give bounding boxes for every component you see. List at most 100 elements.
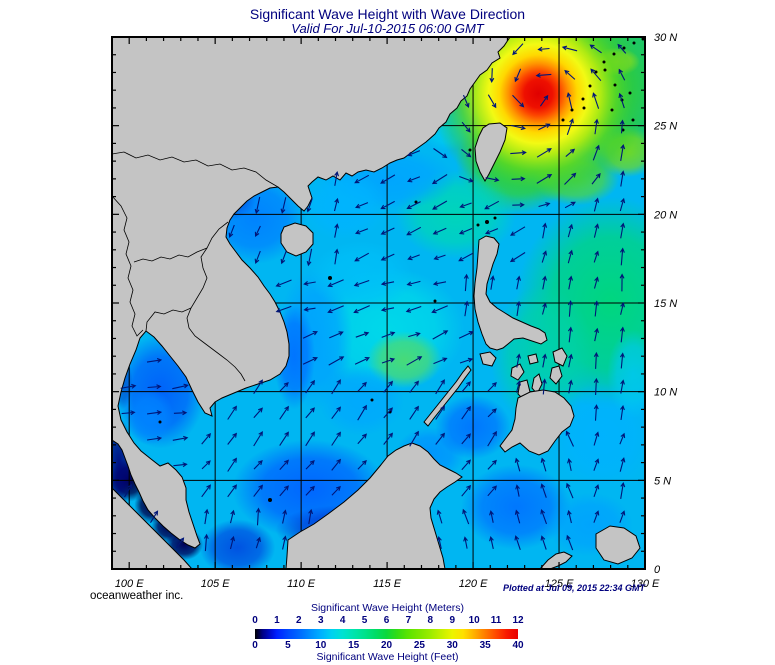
wave-direction-arrow	[593, 276, 599, 289]
wave-direction-arrow	[436, 509, 443, 524]
wave-direction-arrow	[176, 537, 185, 549]
colorbar-meters-tick: 7	[405, 615, 412, 626]
wave-direction-arrow	[354, 252, 370, 262]
wave-direction-arrow	[567, 300, 573, 317]
wave-direction-arrow	[487, 381, 497, 392]
wave-direction-arrow	[514, 457, 521, 472]
wave-height-region	[309, 240, 413, 312]
wave-direction-arrow	[432, 227, 447, 235]
wave-direction-arrow	[433, 357, 448, 365]
wave-direction-arrow	[567, 326, 573, 343]
islet-dot	[588, 84, 592, 88]
x-axis-label: 120 E	[459, 578, 488, 590]
wave-direction-arrow	[566, 534, 574, 551]
wave-direction-arrow	[305, 407, 315, 419]
wave-direction-arrow	[511, 176, 526, 182]
land-sumatra	[112, 487, 193, 569]
wave-direction-arrow	[462, 508, 470, 525]
wave-direction-arrow	[435, 432, 446, 445]
colorbar-feet-tick: 30	[446, 640, 458, 651]
wave-direction-arrow	[484, 200, 500, 210]
wave-direction-arrow	[487, 459, 497, 470]
credit-text: oceanweather inc.	[90, 590, 184, 602]
wave-direction-arrow	[591, 172, 601, 185]
islet-dot	[158, 420, 162, 424]
wave-direction-arrow	[334, 171, 340, 186]
wave-direction-arrow	[253, 379, 263, 394]
wave-direction-arrow	[538, 123, 551, 131]
wave-direction-arrow	[511, 124, 526, 131]
wave-direction-arrow	[147, 436, 163, 441]
wave-direction-arrow	[462, 94, 470, 108]
wave-direction-arrows	[120, 43, 627, 552]
wave-direction-arrow	[254, 250, 261, 264]
wave-direction-arrow	[485, 228, 499, 235]
wave-direction-arrow	[619, 326, 625, 343]
wave-direction-arrow	[515, 484, 520, 497]
wave-direction-arrow	[594, 327, 600, 342]
wave-height-region	[301, 170, 388, 241]
y-axis-label: 15 N	[654, 298, 677, 310]
wave-direction-arrow	[408, 331, 421, 338]
wave-direction-arrow	[459, 202, 472, 209]
wave-direction-arrow	[302, 357, 318, 365]
wave-direction-arrow	[253, 460, 263, 470]
wave-direction-arrow	[538, 202, 551, 208]
wave-direction-arrow	[357, 381, 367, 392]
islet-dot	[641, 37, 645, 41]
wave-direction-arrow	[306, 198, 313, 213]
wave-direction-arrow	[172, 383, 189, 390]
x-axis-label: 125 E	[545, 578, 574, 590]
wave-direction-arrow	[568, 353, 574, 368]
wave-direction-arrow	[380, 307, 395, 312]
islet-dot	[433, 299, 437, 303]
wave-direction-arrow	[147, 410, 163, 415]
wave-direction-arrow	[354, 356, 370, 365]
wave-direction-arrow	[227, 484, 237, 498]
wave-direction-arrow	[120, 383, 137, 389]
wave-direction-arrow	[542, 222, 548, 239]
wave-direction-arrow	[279, 382, 289, 392]
islet-dot	[610, 108, 614, 112]
colorbar-meters-tick: 5	[361, 615, 368, 626]
wave-direction-arrow	[593, 223, 600, 238]
border-china-vietnam	[112, 151, 279, 188]
wave-direction-arrow	[302, 330, 318, 339]
wave-direction-arrow	[227, 457, 237, 472]
islet-dot	[612, 52, 616, 56]
wave-direction-arrow	[357, 404, 367, 421]
wave-direction-arrow	[227, 432, 238, 445]
wave-direction-arrow	[463, 273, 469, 292]
wave-direction-arrow	[279, 459, 290, 470]
wave-direction-arrow	[357, 459, 367, 470]
x-axis-label: 110 E	[287, 578, 316, 590]
wave-direction-arrow	[564, 69, 576, 80]
wave-direction-arrow	[458, 227, 473, 235]
wave-direction-arrow	[253, 430, 263, 447]
islet-dot	[476, 223, 480, 227]
wave-direction-arrow	[619, 247, 625, 266]
wave-direction-arrow	[406, 356, 423, 366]
wave-direction-arrow	[331, 431, 341, 446]
wave-direction-arrow	[619, 352, 625, 369]
colorbar-gradient	[255, 629, 518, 639]
wave-direction-arrow	[305, 431, 315, 447]
wave-direction-arrow	[619, 432, 626, 445]
wave-direction-arrow	[279, 431, 289, 446]
wave-direction-arrow	[201, 460, 211, 470]
wave-direction-arrow	[593, 404, 599, 421]
wave-direction-arrow	[204, 508, 210, 525]
islet-dot	[594, 70, 598, 74]
wave-direction-arrow	[487, 485, 497, 497]
wave-direction-arrow	[620, 481, 626, 499]
wave-direction-arrow	[537, 46, 550, 52]
wave-direction-arrow	[568, 275, 574, 290]
wave-direction-arrow	[353, 279, 370, 287]
wave-direction-arrow	[566, 509, 572, 524]
wave-direction-arrow	[564, 172, 577, 185]
wave-direction-arrow	[536, 148, 552, 158]
wave-direction-arrow	[535, 72, 552, 78]
wave-direction-arrow	[431, 174, 448, 185]
wave-direction-arrow	[381, 357, 396, 364]
wave-direction-arrow	[540, 535, 547, 550]
